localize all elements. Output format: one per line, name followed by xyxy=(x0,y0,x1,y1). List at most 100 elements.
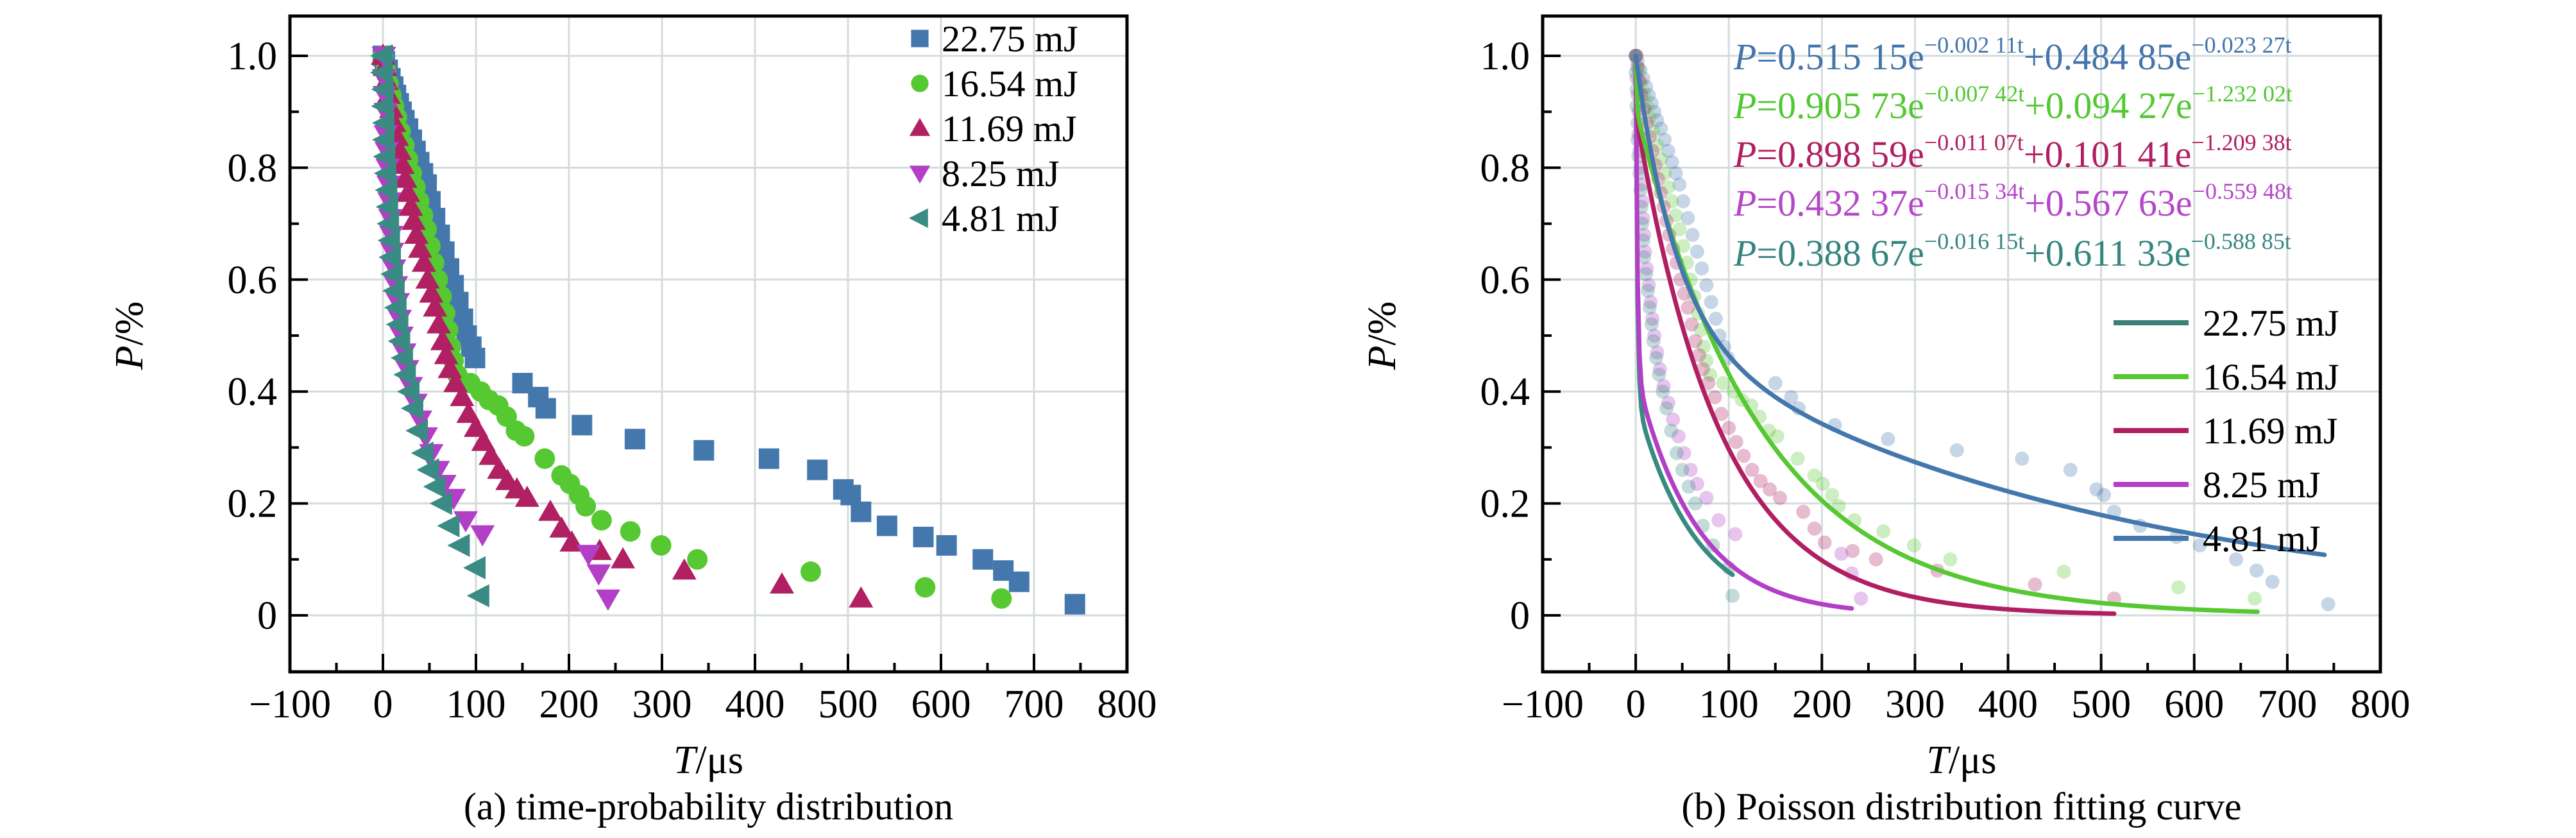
equation: P=0.905 73e−0.007 42t+0.094 27e−1.232 02… xyxy=(1733,81,2292,126)
overlay-dot xyxy=(1666,412,1681,427)
scatter-marker-triangle-left xyxy=(405,419,428,443)
scatter-marker-square xyxy=(535,398,556,419)
scatter-marker-triangle-up xyxy=(471,429,496,451)
scatter-marker-triangle-left xyxy=(416,458,439,482)
overlay-dot xyxy=(1683,463,1698,477)
overlay-dot xyxy=(1722,420,1736,435)
x-tick-label: 500 xyxy=(818,683,878,726)
overlay-dot xyxy=(1763,482,1777,497)
overlay-dot xyxy=(1645,311,1660,326)
scatter-marker-circle xyxy=(687,549,708,570)
scatter-marker-triangle-left xyxy=(384,296,407,320)
overlay-dot xyxy=(1688,496,1702,511)
overlay-dot xyxy=(1684,317,1699,332)
scatter-marker-square xyxy=(693,440,715,461)
y-tick-label: 0.8 xyxy=(228,146,278,190)
overlay-dot xyxy=(1699,490,1714,505)
legend-item: 8.25 mJ xyxy=(909,153,1060,194)
overlay-dot xyxy=(1637,250,1652,264)
overlay-dot xyxy=(2229,552,2244,567)
scatter-marker-triangle-left xyxy=(466,584,489,608)
scatter-marker-triangle-up xyxy=(430,329,455,350)
overlay-dot xyxy=(1773,490,1787,505)
overlay-dot xyxy=(1668,166,1683,181)
overlay-dot xyxy=(1652,362,1667,377)
scatter-marker-triangle-up xyxy=(514,485,539,507)
scatter-marker-triangle-up xyxy=(419,281,444,303)
overlay-dot xyxy=(1714,407,1729,422)
scatter-marker-square xyxy=(572,415,593,436)
x-tick-label: 800 xyxy=(1097,683,1157,726)
scatter-marker-triangle-left xyxy=(382,279,405,303)
caption-panel-a: (a) time-probability distribution xyxy=(463,785,954,828)
panel-a: −100 0 100 200 300 400 500 600 700 800 0 0.2 0.4 0.6 0… xyxy=(108,14,1157,782)
overlay-dot xyxy=(1643,295,1658,309)
overlay-dot xyxy=(1657,166,1672,181)
scatter-marker-square xyxy=(936,535,957,556)
overlay-dot xyxy=(1685,228,1700,242)
overlay-dot xyxy=(2056,565,2071,579)
legend-item: 4.81 mJ xyxy=(909,198,1060,239)
scatter-marker-square xyxy=(972,549,994,570)
overlay-dot xyxy=(1688,334,1702,348)
scatter-marker-triangle-up xyxy=(390,153,415,174)
y-tick-label: 0.6 xyxy=(1480,259,1530,302)
scatter-marker-triangle-left xyxy=(377,228,400,252)
scatter-marker-circle xyxy=(911,74,929,92)
scatter-marker-square xyxy=(851,501,872,522)
overlay-dot xyxy=(1642,300,1657,315)
x-tick-label: 500 xyxy=(2071,683,2131,726)
overlay-dot xyxy=(1672,222,1687,237)
overlay-dot xyxy=(1690,477,1704,492)
scatter-marker-triangle-left xyxy=(371,94,394,118)
equation: P=0.898 59e−0.011 07t+0.101 41e−1.209 38… xyxy=(1733,130,2292,175)
scatter-marker-circle xyxy=(991,588,1012,609)
legend-item: 4.81 mJ xyxy=(2114,518,2321,560)
scatter-marker-triangle-left xyxy=(371,128,394,151)
scatter-marker-triangle-left xyxy=(386,312,409,336)
x-tick-label: −100 xyxy=(1502,683,1584,726)
scatter-marker-triangle-left xyxy=(380,262,403,286)
x-tick-label: 400 xyxy=(725,683,785,726)
overlay-dot xyxy=(1661,395,1675,410)
scatter-marker-triangle-down xyxy=(441,488,466,510)
y-tick-label: 1.0 xyxy=(228,35,278,78)
x-tick-label: 700 xyxy=(2257,683,2317,726)
x-axis-label: T/μs xyxy=(674,739,743,782)
x-tick-label: 100 xyxy=(446,683,506,726)
overlay-dot xyxy=(1736,449,1751,463)
overlay-dot xyxy=(1697,339,1711,354)
overlay-dot xyxy=(1876,524,1891,539)
overlay-dot xyxy=(1881,432,1895,447)
scatter-marker-circle xyxy=(514,426,535,447)
overlay-dot xyxy=(1703,368,1718,382)
fit-curve xyxy=(1633,53,2327,558)
overlay-dot xyxy=(1636,233,1650,248)
scatter-marker-triangle-left xyxy=(390,346,413,370)
overlay-dot xyxy=(1644,96,1659,111)
scatter-marker-triangle-left xyxy=(378,245,401,269)
scatter-marker-triangle-up xyxy=(450,384,475,406)
overlay-dot xyxy=(1907,538,1921,552)
x-tick-label: −100 xyxy=(249,683,331,726)
scatter-marker-triangle-down xyxy=(453,511,478,533)
overlay-dot xyxy=(1671,429,1686,443)
overlay-dot xyxy=(1815,477,1830,492)
overlay-dot xyxy=(1649,350,1663,365)
scatter-marker-triangle-up xyxy=(404,223,429,244)
scatter-marker-circle xyxy=(591,509,612,531)
overlay-dot xyxy=(1745,463,1759,477)
y-axis-label: P/% xyxy=(108,302,151,371)
scatter-marker-circle xyxy=(915,577,936,598)
scatter-marker-triangle-down xyxy=(909,166,931,184)
overlay-dot xyxy=(1646,334,1661,348)
legend-label: 22.75 mJ xyxy=(942,18,1078,60)
overlay-dot xyxy=(1654,121,1668,136)
scatter-marker-triangle-left xyxy=(387,329,411,353)
legend-item: 22.75 mJ xyxy=(911,18,1078,60)
overlay-dot xyxy=(1641,278,1656,293)
overlay-dot xyxy=(1834,547,1849,561)
scatter-marker-circle xyxy=(650,535,672,556)
scatter-marker-triangle-up xyxy=(398,194,423,216)
